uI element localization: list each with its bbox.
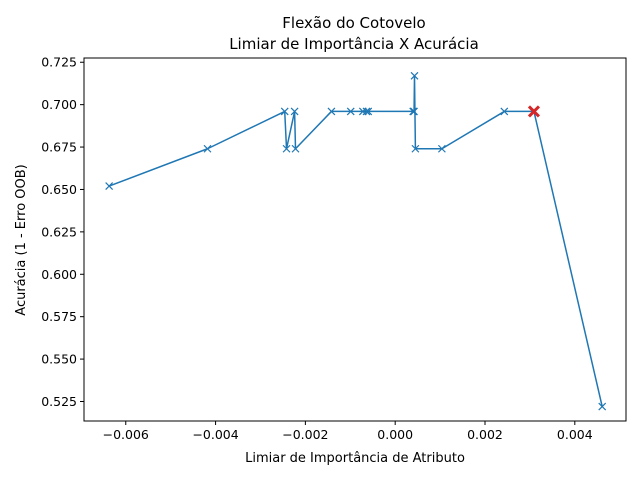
y-tick-label: 0.625: [41, 224, 77, 239]
data-point-marker: [282, 144, 291, 153]
data-point-marker: [327, 107, 336, 116]
x-tick-label: −0.006: [103, 427, 149, 442]
elbow-point-marker: [527, 105, 541, 118]
data-point-marker: [598, 402, 607, 411]
y-tick-label: 0.550: [41, 352, 77, 367]
data-point-marker: [291, 144, 300, 153]
x-tick-label: −0.004: [192, 427, 238, 442]
data-point-marker: [437, 144, 446, 153]
axes-frame: [83, 57, 627, 422]
y-tick-label: 0.575: [41, 309, 77, 324]
y-tick-label: 0.725: [41, 55, 77, 70]
data-point-marker: [500, 107, 509, 116]
y-tick-label: 0.600: [41, 267, 77, 282]
y-tick-label: 0.700: [41, 97, 77, 112]
x-tick-label: −0.002: [282, 427, 328, 442]
y-axis-label: Acurácia (1 - Erro OOB): [14, 164, 29, 315]
data-point-marker: [280, 107, 289, 116]
y-tick-label: 0.525: [41, 394, 77, 409]
y-axis: 0.525 0.550 0.575 0.600 0.625 0.650 0.675 0.700…: [41, 55, 84, 409]
x-tick-label: 0.002: [467, 427, 503, 442]
x-tick-label: 0.000: [377, 427, 413, 442]
data-point-marker: [409, 107, 418, 116]
data-point-marker: [410, 107, 418, 116]
chart-title-line2: Limiar de Importância X Acurácia: [229, 35, 479, 53]
y-tick-label: 0.675: [41, 140, 77, 155]
x-axis-label: Limiar de Importância de Atributo: [245, 451, 465, 466]
data-point-marker: [364, 107, 373, 116]
y-tick-label: 0.650: [41, 182, 77, 197]
data-point-marker: [105, 182, 114, 190]
chart-title-line1: Flexão do Cotovelo: [282, 14, 425, 32]
x-tick-label: 0.004: [557, 427, 593, 442]
data-point-marker: [411, 144, 420, 153]
data-point-marker: [362, 107, 371, 116]
data-point-marker: [410, 71, 419, 80]
plot-area: [105, 71, 607, 411]
x-axis: −0.006 −0.004 −0.002 0.000 0.002 0.004: [103, 421, 593, 442]
data-point-marker: [203, 144, 212, 153]
data-point-marker: [346, 107, 355, 116]
data-point-marker: [290, 107, 299, 116]
